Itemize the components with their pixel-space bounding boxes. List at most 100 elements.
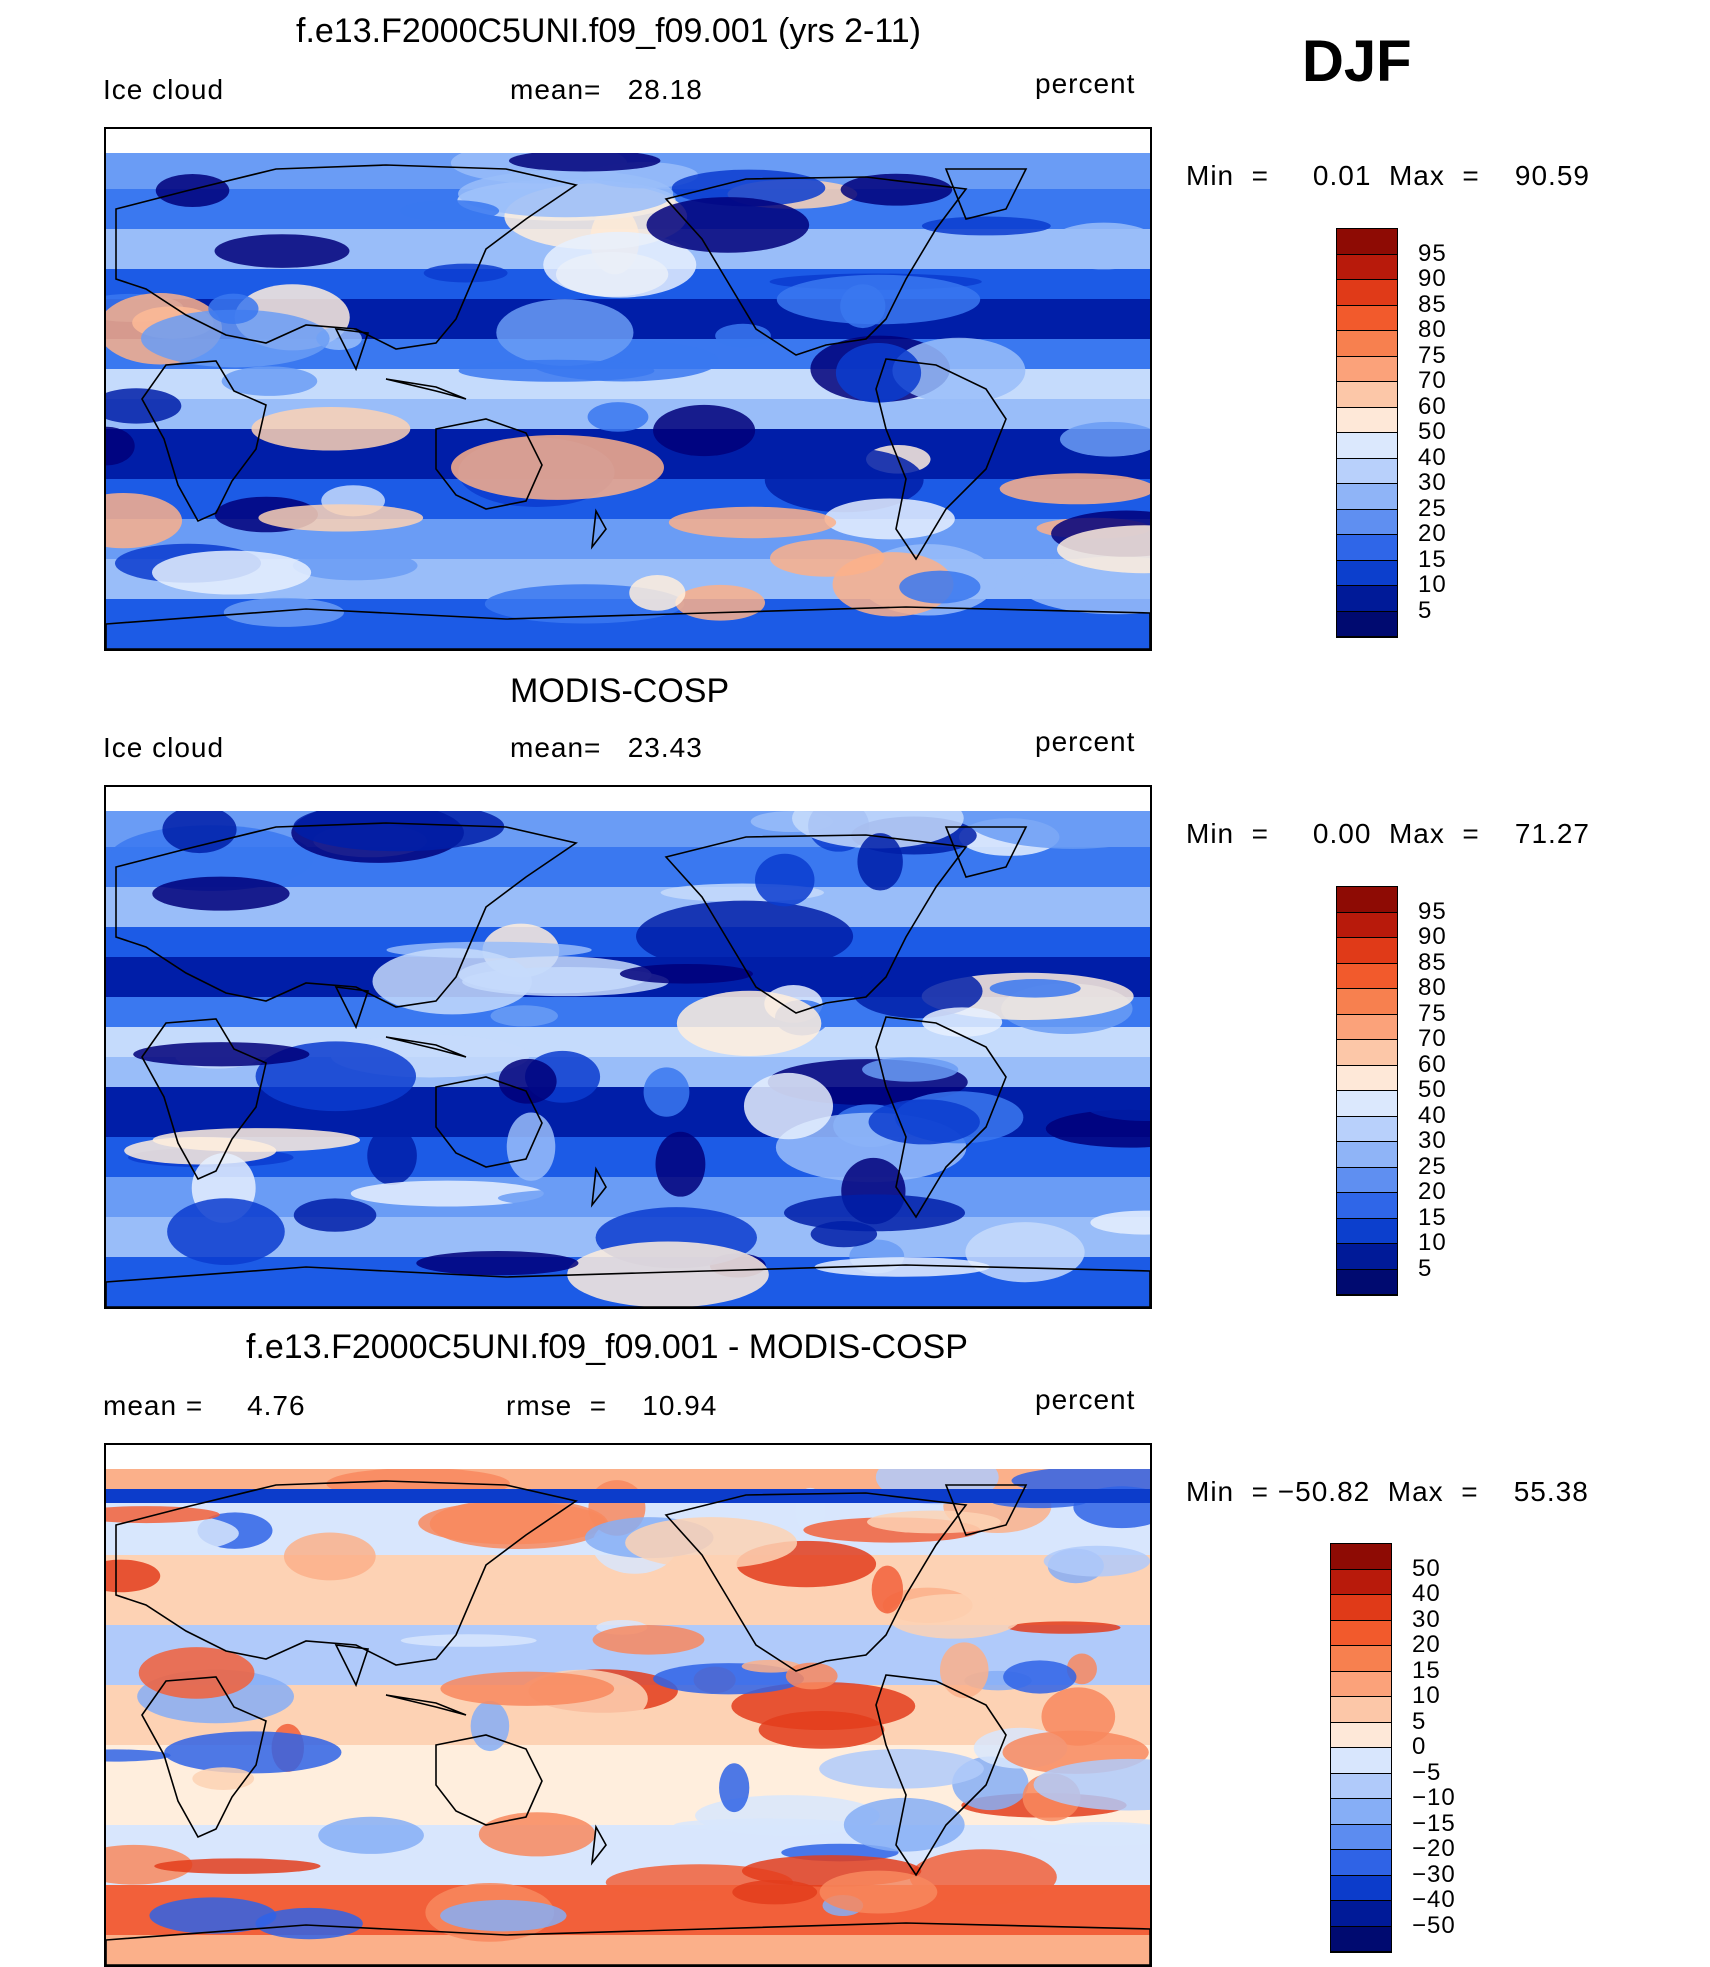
coastline	[106, 606, 1150, 649]
panel-3-colorbar	[1330, 1543, 1392, 1953]
field-blob	[155, 173, 230, 207]
field-blob	[150, 1091, 288, 1111]
field-blob	[567, 1241, 769, 1307]
colorbar-tick-label: 40	[1412, 1580, 1441, 1607]
colorbar-swatch	[1337, 356, 1397, 382]
colorbar-swatch	[1331, 1748, 1391, 1774]
field-blob	[743, 1072, 834, 1140]
field-blob	[1041, 1687, 1116, 1746]
coastlines	[106, 164, 1150, 649]
colorbar-swatch	[1331, 1926, 1391, 1952]
field-blob	[490, 1005, 558, 1027]
field-blob	[1084, 1090, 1150, 1121]
field-blob	[496, 299, 634, 366]
colorbar-swatch	[1331, 1799, 1391, 1825]
field-blob	[754, 853, 815, 907]
colorbar-swatch	[1337, 1116, 1397, 1142]
colorbar-swatch	[1337, 1142, 1397, 1168]
panel-3-map	[104, 1443, 1152, 1967]
panel-2-units-label: percent	[1035, 726, 1136, 757]
colorbar-tick-label: 40	[1418, 443, 1447, 471]
coastline	[141, 1676, 267, 1839]
field-blob	[999, 473, 1150, 505]
colorbar-swatch	[1337, 586, 1397, 612]
field-blob	[418, 1501, 606, 1545]
field-blob	[814, 1257, 990, 1277]
field-band	[106, 927, 1150, 957]
panel-3-title: f.e13.F2000C5UNI.f09_f09.001 - MODIS-COS…	[246, 1328, 968, 1366]
field-blob	[472, 1588, 528, 1605]
colorbar-swatch	[1331, 1697, 1391, 1723]
field-blob	[764, 447, 924, 513]
field-blob	[440, 1671, 615, 1706]
colorbar-swatch	[1337, 887, 1397, 913]
colorbar-swatch	[1331, 1595, 1391, 1621]
field-blob	[871, 1565, 904, 1614]
colorbar-swatch	[1337, 989, 1397, 1015]
colorbar-tick-label: 70	[1418, 1025, 1447, 1052]
field-blob	[619, 963, 754, 984]
field-blob	[258, 504, 424, 532]
field-blob	[824, 498, 955, 540]
field-blob	[318, 1816, 424, 1854]
coastline	[875, 358, 1007, 561]
panel-2-minmax: Min = 0.00 Max = 71.27	[1186, 818, 1590, 849]
field-blob	[840, 284, 886, 329]
panel-1-map	[104, 127, 1152, 651]
colorbar-tick-label: 60	[1418, 392, 1447, 420]
field-blob	[835, 342, 922, 403]
colorbar-tick-label: 85	[1418, 948, 1447, 976]
coastline	[664, 176, 968, 356]
coastline	[944, 1484, 1028, 1536]
field-blob	[140, 309, 330, 368]
field-layer	[106, 129, 1150, 649]
colorbar-tick-label: 15	[1418, 1203, 1447, 1231]
coastline	[334, 328, 370, 372]
field-blob	[1043, 1545, 1150, 1577]
coastline	[875, 1674, 1007, 1877]
field-blob	[164, 1731, 342, 1774]
colorbar-tick-label: 75	[1418, 341, 1447, 369]
coastline	[385, 1694, 467, 1716]
arctic-strip	[106, 1489, 1150, 1503]
field-blob	[192, 1767, 255, 1790]
field-layer	[106, 787, 1150, 1307]
panel-3-map-svg	[106, 1445, 1150, 1965]
field-blob	[152, 876, 290, 911]
field-blob	[989, 979, 1081, 998]
panel-2-map-svg	[106, 787, 1150, 1307]
colorbar-tick-label: 60	[1418, 1050, 1447, 1078]
colorbar-tick-label: −20	[1412, 1835, 1456, 1862]
field-blob	[124, 1136, 277, 1165]
field-blob	[1059, 421, 1150, 457]
colorbar-tick-label: 70	[1418, 367, 1447, 394]
field-blob	[643, 1067, 690, 1117]
field-blob	[1007, 1621, 1121, 1634]
colorbar-swatch	[1337, 280, 1397, 306]
coastline	[435, 1076, 543, 1168]
colorbar-swatch	[1331, 1824, 1391, 1850]
colorbar-tick-label: 10	[1412, 1682, 1441, 1709]
colorbar-swatch	[1331, 1620, 1391, 1646]
panel-3-minmax: Min = −50.82 Max = 55.38	[1186, 1476, 1589, 1507]
field-blob	[587, 402, 649, 432]
field-blob	[138, 1647, 255, 1699]
panel-3-mean-label: mean = 4.76	[103, 1390, 306, 1421]
field-layer	[106, 1445, 1150, 1965]
colorbar-tick-label: 5	[1412, 1707, 1427, 1735]
colorbar-tick-label: 25	[1418, 1152, 1447, 1180]
field-blob	[293, 801, 505, 852]
colorbar-tick-label: 50	[1418, 1076, 1447, 1103]
colorbar-tick-label: 10	[1418, 1229, 1447, 1256]
colorbar-tick-label: 30	[1412, 1605, 1441, 1633]
colorbar-swatch	[1337, 305, 1397, 331]
field-blob	[106, 1506, 220, 1524]
colorbar-swatch	[1331, 1671, 1391, 1697]
coastline	[115, 164, 578, 350]
field-blob	[653, 404, 756, 457]
colorbar-swatch	[1337, 938, 1397, 964]
panel-1-minmax: Min = 0.01 Max = 90.59	[1186, 160, 1590, 191]
coastlines	[106, 1480, 1150, 1965]
coastline	[385, 378, 467, 400]
colorbar-swatch	[1331, 1773, 1391, 1799]
